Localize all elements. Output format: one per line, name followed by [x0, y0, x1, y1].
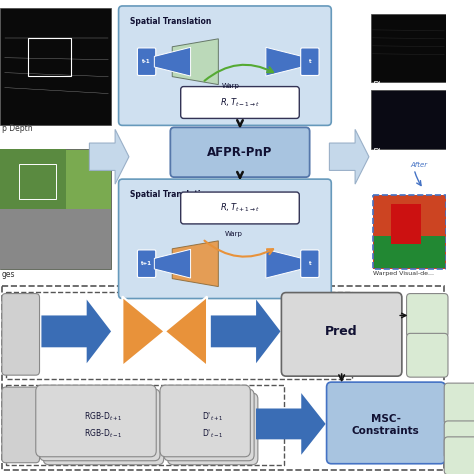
Bar — [19, 164, 56, 199]
Polygon shape — [329, 129, 369, 184]
Polygon shape — [90, 129, 129, 184]
Text: Spatial Translation: Spatial Translation — [130, 190, 211, 199]
Text: t-1: t-1 — [142, 59, 151, 64]
FancyBboxPatch shape — [444, 437, 474, 474]
FancyBboxPatch shape — [39, 389, 160, 461]
FancyBboxPatch shape — [2, 293, 39, 375]
FancyBboxPatch shape — [167, 393, 258, 465]
FancyBboxPatch shape — [2, 387, 39, 463]
Text: AFPR-PnP: AFPR-PnP — [207, 146, 273, 159]
Text: MSC-
Constraints: MSC- Constraints — [352, 414, 420, 436]
Bar — [0, 8, 111, 126]
Bar — [371, 14, 446, 82]
Polygon shape — [155, 249, 191, 278]
Polygon shape — [266, 47, 302, 76]
FancyBboxPatch shape — [282, 292, 402, 376]
Text: After: After — [410, 162, 428, 168]
Text: D'$_{t+1}$
D'$_{t-1}$: D'$_{t+1}$ D'$_{t-1}$ — [202, 410, 223, 440]
FancyBboxPatch shape — [407, 293, 448, 337]
Bar — [0, 149, 66, 209]
Polygon shape — [41, 300, 111, 363]
Polygon shape — [155, 47, 191, 76]
Text: t: t — [309, 261, 311, 266]
Bar — [0, 149, 111, 269]
Bar — [374, 236, 445, 268]
FancyBboxPatch shape — [118, 6, 331, 126]
Text: t-1: t-1 — [382, 153, 390, 158]
FancyBboxPatch shape — [181, 192, 299, 224]
FancyBboxPatch shape — [137, 48, 156, 75]
Bar — [0, 209, 111, 269]
Text: t+1: t+1 — [382, 86, 392, 91]
FancyBboxPatch shape — [407, 333, 448, 377]
Polygon shape — [164, 297, 207, 366]
Text: p Depth: p Depth — [2, 124, 33, 133]
Bar — [6, 292, 352, 379]
Polygon shape — [266, 249, 302, 278]
Text: RGB-D$_{t+1}$
RGB-D$_{t-1}$: RGB-D$_{t+1}$ RGB-D$_{t-1}$ — [84, 410, 123, 440]
Text: D': D' — [373, 148, 382, 157]
FancyBboxPatch shape — [444, 421, 474, 459]
Polygon shape — [172, 241, 219, 287]
Bar — [2, 286, 444, 470]
FancyBboxPatch shape — [43, 393, 164, 465]
Polygon shape — [256, 393, 326, 455]
FancyBboxPatch shape — [170, 128, 310, 177]
Text: D': D' — [373, 81, 382, 90]
FancyBboxPatch shape — [444, 383, 474, 425]
Bar — [371, 90, 446, 149]
Bar — [28, 38, 71, 76]
Polygon shape — [211, 300, 281, 363]
Bar — [373, 195, 446, 269]
Text: $R,T_{t-1\rightarrow t}$: $R,T_{t-1\rightarrow t}$ — [220, 96, 260, 109]
Text: Warp: Warp — [225, 231, 242, 237]
Text: Warped Visual-de...: Warped Visual-de... — [373, 271, 434, 276]
Polygon shape — [172, 39, 219, 84]
Text: Warp: Warp — [222, 82, 239, 89]
FancyBboxPatch shape — [181, 87, 299, 118]
FancyBboxPatch shape — [301, 250, 319, 277]
Text: Pred: Pred — [325, 325, 358, 338]
FancyBboxPatch shape — [137, 250, 156, 277]
FancyBboxPatch shape — [36, 385, 156, 457]
FancyBboxPatch shape — [118, 179, 331, 299]
Polygon shape — [122, 297, 164, 366]
Text: $R,T_{t+1\rightarrow t}$: $R,T_{t+1\rightarrow t}$ — [220, 202, 260, 214]
FancyBboxPatch shape — [301, 48, 319, 75]
Text: t+1: t+1 — [141, 261, 152, 266]
Bar — [6, 385, 284, 465]
Text: t: t — [309, 59, 311, 64]
FancyBboxPatch shape — [160, 385, 250, 457]
FancyBboxPatch shape — [327, 382, 445, 464]
FancyBboxPatch shape — [164, 389, 254, 461]
Bar — [391, 204, 421, 244]
Text: ges: ges — [2, 270, 15, 279]
Text: Spatial Translation: Spatial Translation — [130, 17, 211, 26]
